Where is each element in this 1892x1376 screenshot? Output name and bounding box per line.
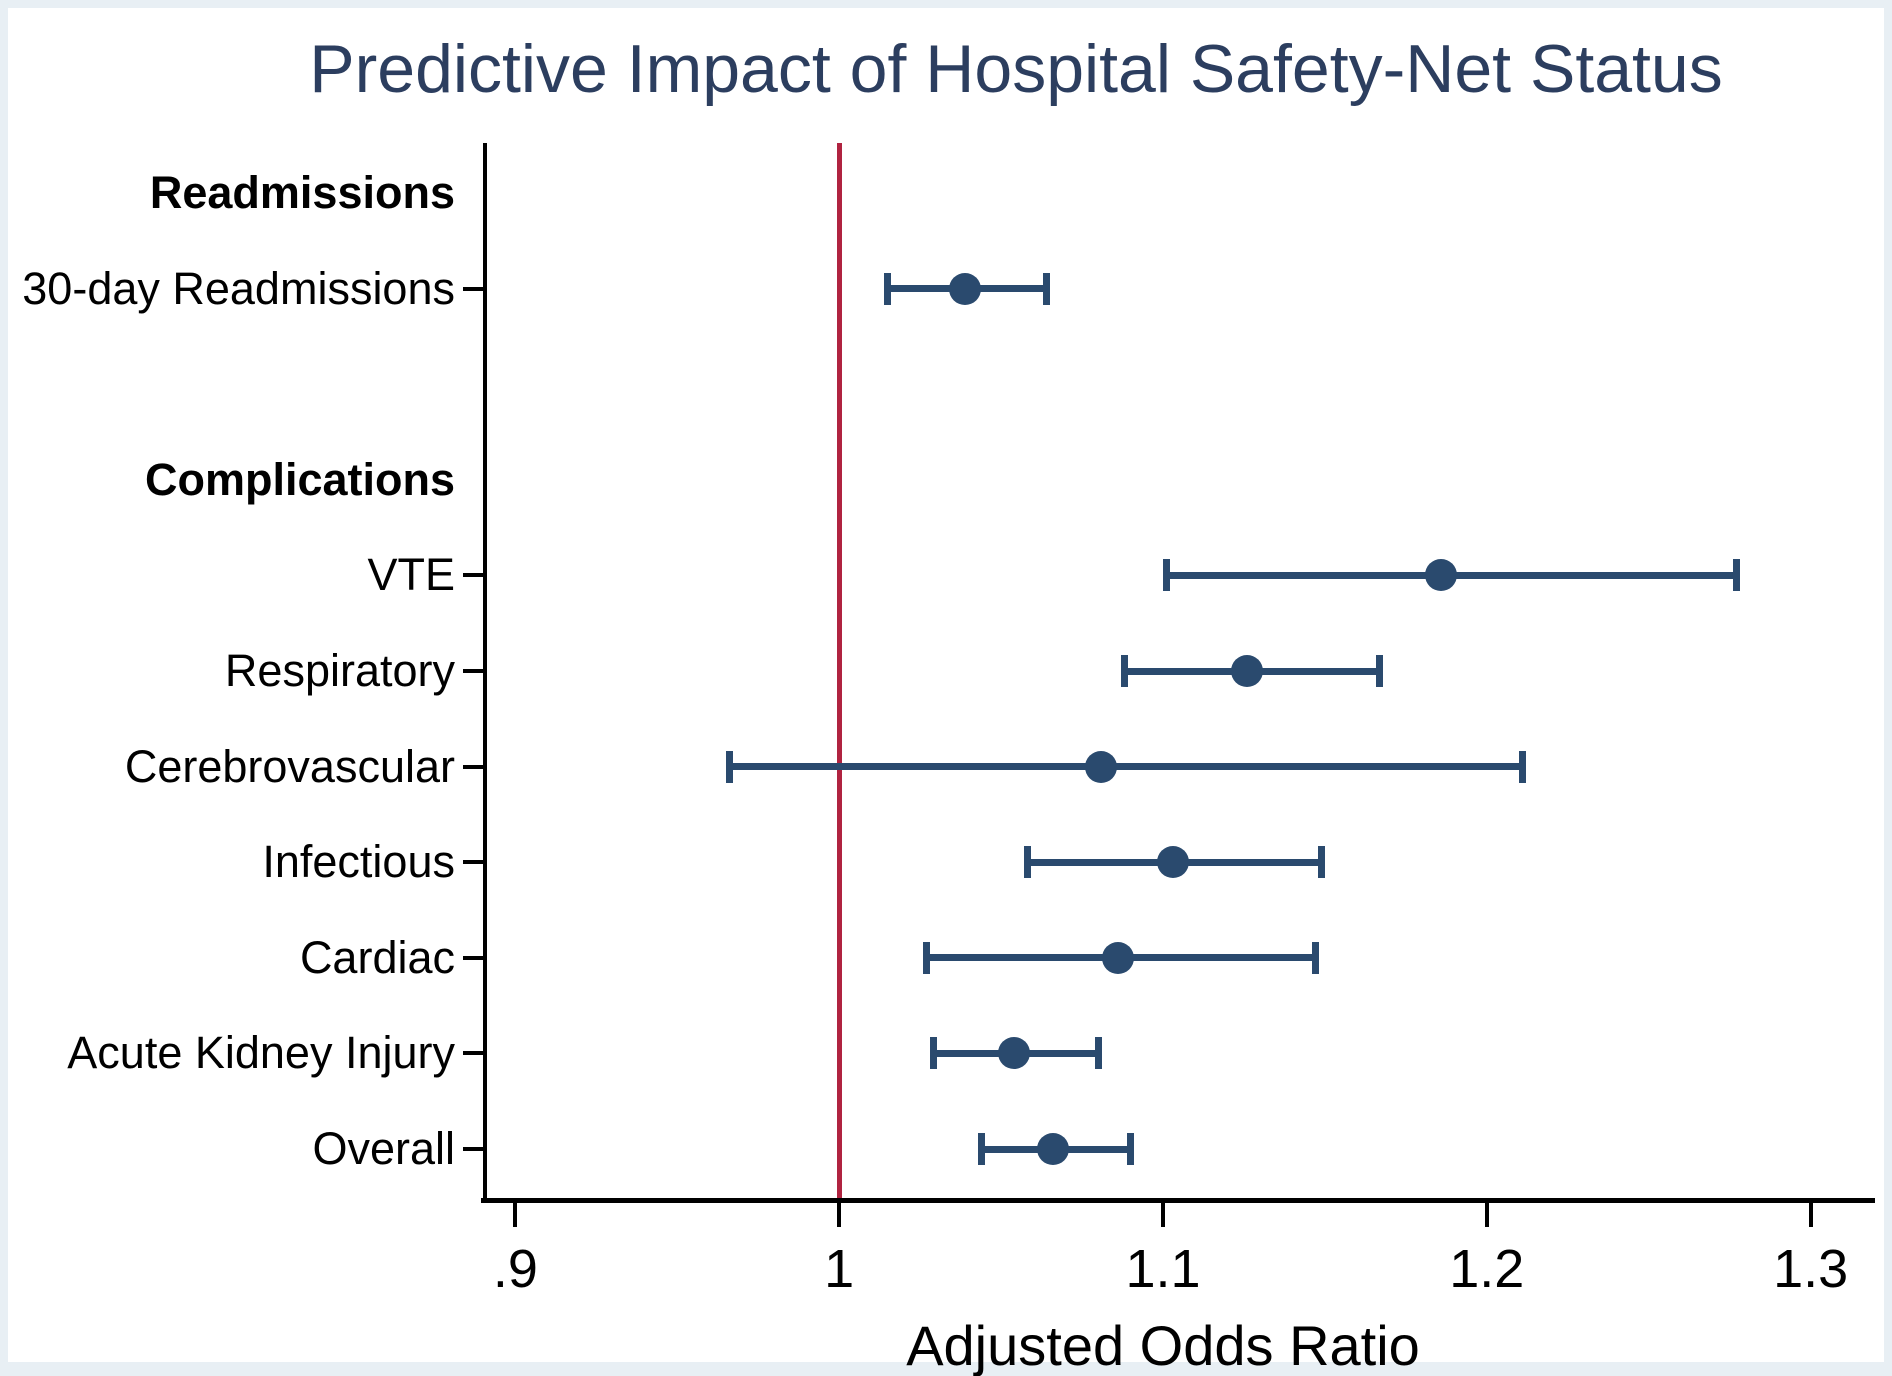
point-estimate-marker [1425,559,1458,592]
point-estimate-marker [1036,1133,1069,1165]
x-tick-mark [837,1203,842,1227]
ci-bar [729,763,1523,771]
ci-lower-cap [1162,559,1170,592]
ci-lower-cap [884,272,892,305]
point-estimate-marker [1085,750,1118,783]
category-label: 30-day Readmissions [22,262,455,314]
y-tick-mark [463,1051,483,1056]
y-axis-line [483,143,487,1198]
plot-background [8,8,1884,1362]
reference-line [836,143,842,1198]
ci-upper-cap [1042,272,1050,305]
ci-lower-cap [923,941,931,974]
ci-upper-cap [1127,1133,1135,1165]
x-tick-label: 1.1 [1125,1239,1201,1299]
x-tick-label: 1.3 [1773,1239,1849,1299]
category-label: Cardiac [299,931,455,983]
chart-title: Predictive Impact of Hospital Safety-Net… [309,31,1723,107]
category-label: Overall [312,1123,455,1174]
y-tick-mark [463,1147,483,1151]
category-label: Infectious [262,836,455,888]
category-label: Respiratory [224,645,455,696]
point-estimate-marker [949,272,982,305]
y-tick-mark [463,286,483,291]
category-label: VTE [367,549,455,601]
y-tick-mark [463,764,483,769]
ci-upper-cap [1732,559,1740,592]
y-tick-mark [463,955,483,960]
ci-lower-cap [1120,655,1128,687]
section-header: Readmissions [149,167,455,218]
x-tick-label: 1.2 [1449,1239,1525,1299]
point-estimate-marker [998,1037,1031,1070]
category-label: Acute Kidney Injury [67,1027,455,1079]
ci-upper-cap [1318,846,1326,879]
ci-lower-cap [725,750,733,783]
point-estimate-marker [1156,846,1189,879]
x-tick-label: .9 [492,1239,538,1299]
x-axis-label: Adjusted Odds Ratio [906,1314,1420,1376]
category-label: Cerebrovascular [124,740,455,792]
ci-upper-cap [1311,941,1319,974]
x-tick-mark [1808,1203,1813,1227]
x-tick-label: 1 [824,1239,855,1299]
point-estimate-marker [1231,655,1264,687]
x-tick-mark [1484,1203,1489,1227]
ci-lower-cap [1023,846,1031,879]
section-header: Complications [144,453,455,505]
ci-lower-cap [978,1133,986,1165]
y-tick-mark [463,669,483,673]
y-tick-mark [463,573,483,578]
ci-upper-cap [1094,1037,1102,1070]
ci-lower-cap [929,1037,937,1070]
y-tick-mark [463,860,483,865]
point-estimate-marker [1101,941,1134,974]
x-axis-line [481,1198,1875,1203]
ci-upper-cap [1376,655,1384,687]
x-tick-mark [513,1203,518,1227]
ci-upper-cap [1518,750,1526,783]
x-tick-mark [1161,1203,1165,1227]
